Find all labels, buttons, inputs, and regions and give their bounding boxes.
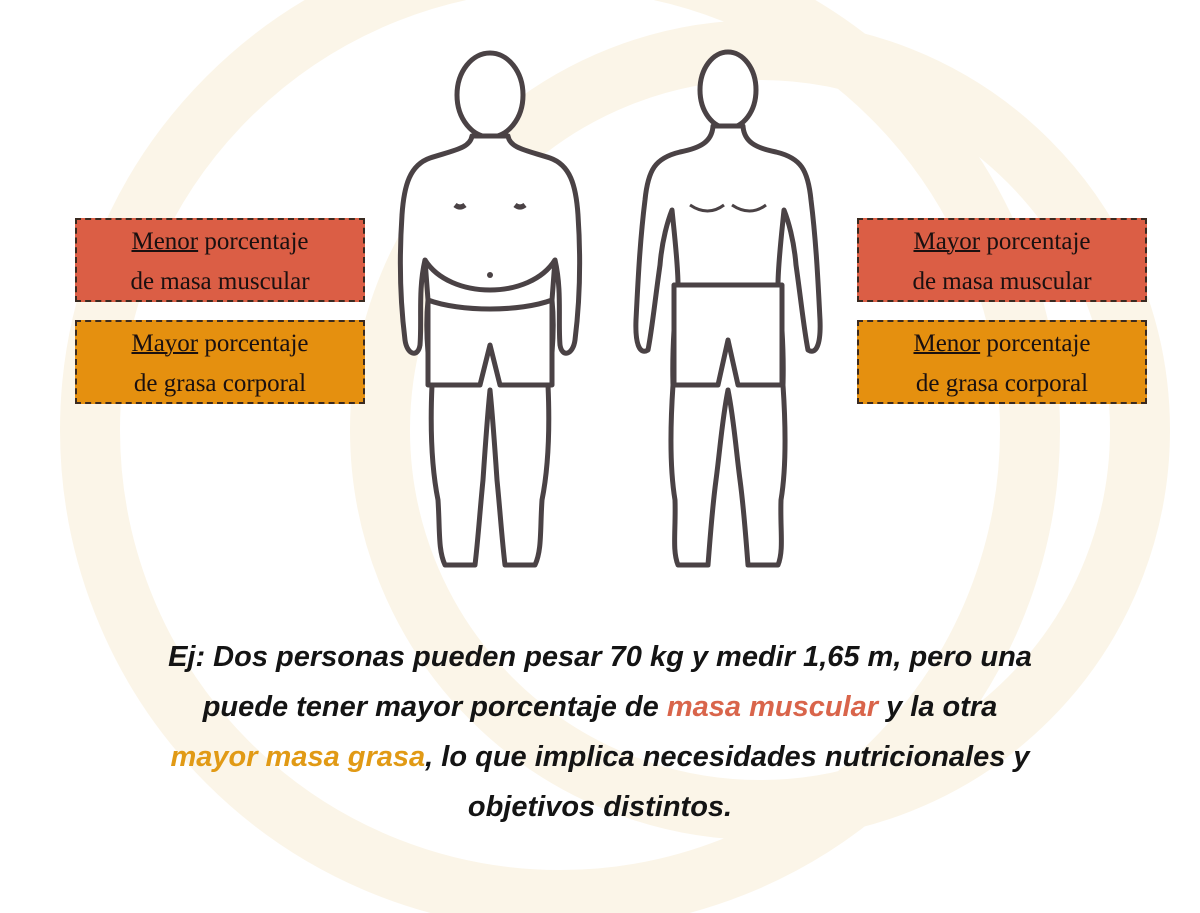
label-emphasis: Menor <box>913 330 981 357</box>
caption-text: puede tener mayor porcentaje de <box>202 691 667 723</box>
caption-text: , lo que implica necesidades nutricional… <box>425 741 1030 773</box>
label-text: de masa muscular <box>912 268 1092 295</box>
caption-highlight: masa muscular <box>666 691 879 723</box>
label-box: Mayor porcentaje de masa muscular <box>857 218 1147 302</box>
caption: Ej: Dos personas pueden pesar 70 kg y me… <box>100 632 1100 832</box>
label-emphasis: Menor <box>131 228 199 255</box>
label-box: Mayor porcentaje de grasa corporal <box>75 320 365 404</box>
label-text: porcentaje <box>204 330 309 357</box>
label-text: de grasa corporal <box>915 370 1089 397</box>
figure-lean <box>633 49 823 568</box>
background-logo <box>60 0 1170 913</box>
label-emphasis: Mayor <box>913 228 981 255</box>
label-text: de grasa corporal <box>133 370 307 397</box>
figure-heavy <box>397 50 583 568</box>
caption-highlight: mayor masa grasa <box>170 741 426 773</box>
label-text: porcentaje <box>986 330 1091 357</box>
label-box: Menor porcentaje de grasa corporal <box>857 320 1147 404</box>
label-text: porcentaje <box>204 228 309 255</box>
caption-text: y la otra <box>878 691 998 723</box>
caption-text: Ej: Dos personas pueden pesar 70 kg y me… <box>168 641 1032 673</box>
label-text: porcentaje <box>986 228 1091 255</box>
caption-text: objetivos distintos. <box>467 791 733 823</box>
label-emphasis: Mayor <box>131 330 199 357</box>
label-box: Menor porcentaje de masa muscular <box>75 218 365 302</box>
label-text: de masa muscular <box>130 268 310 295</box>
